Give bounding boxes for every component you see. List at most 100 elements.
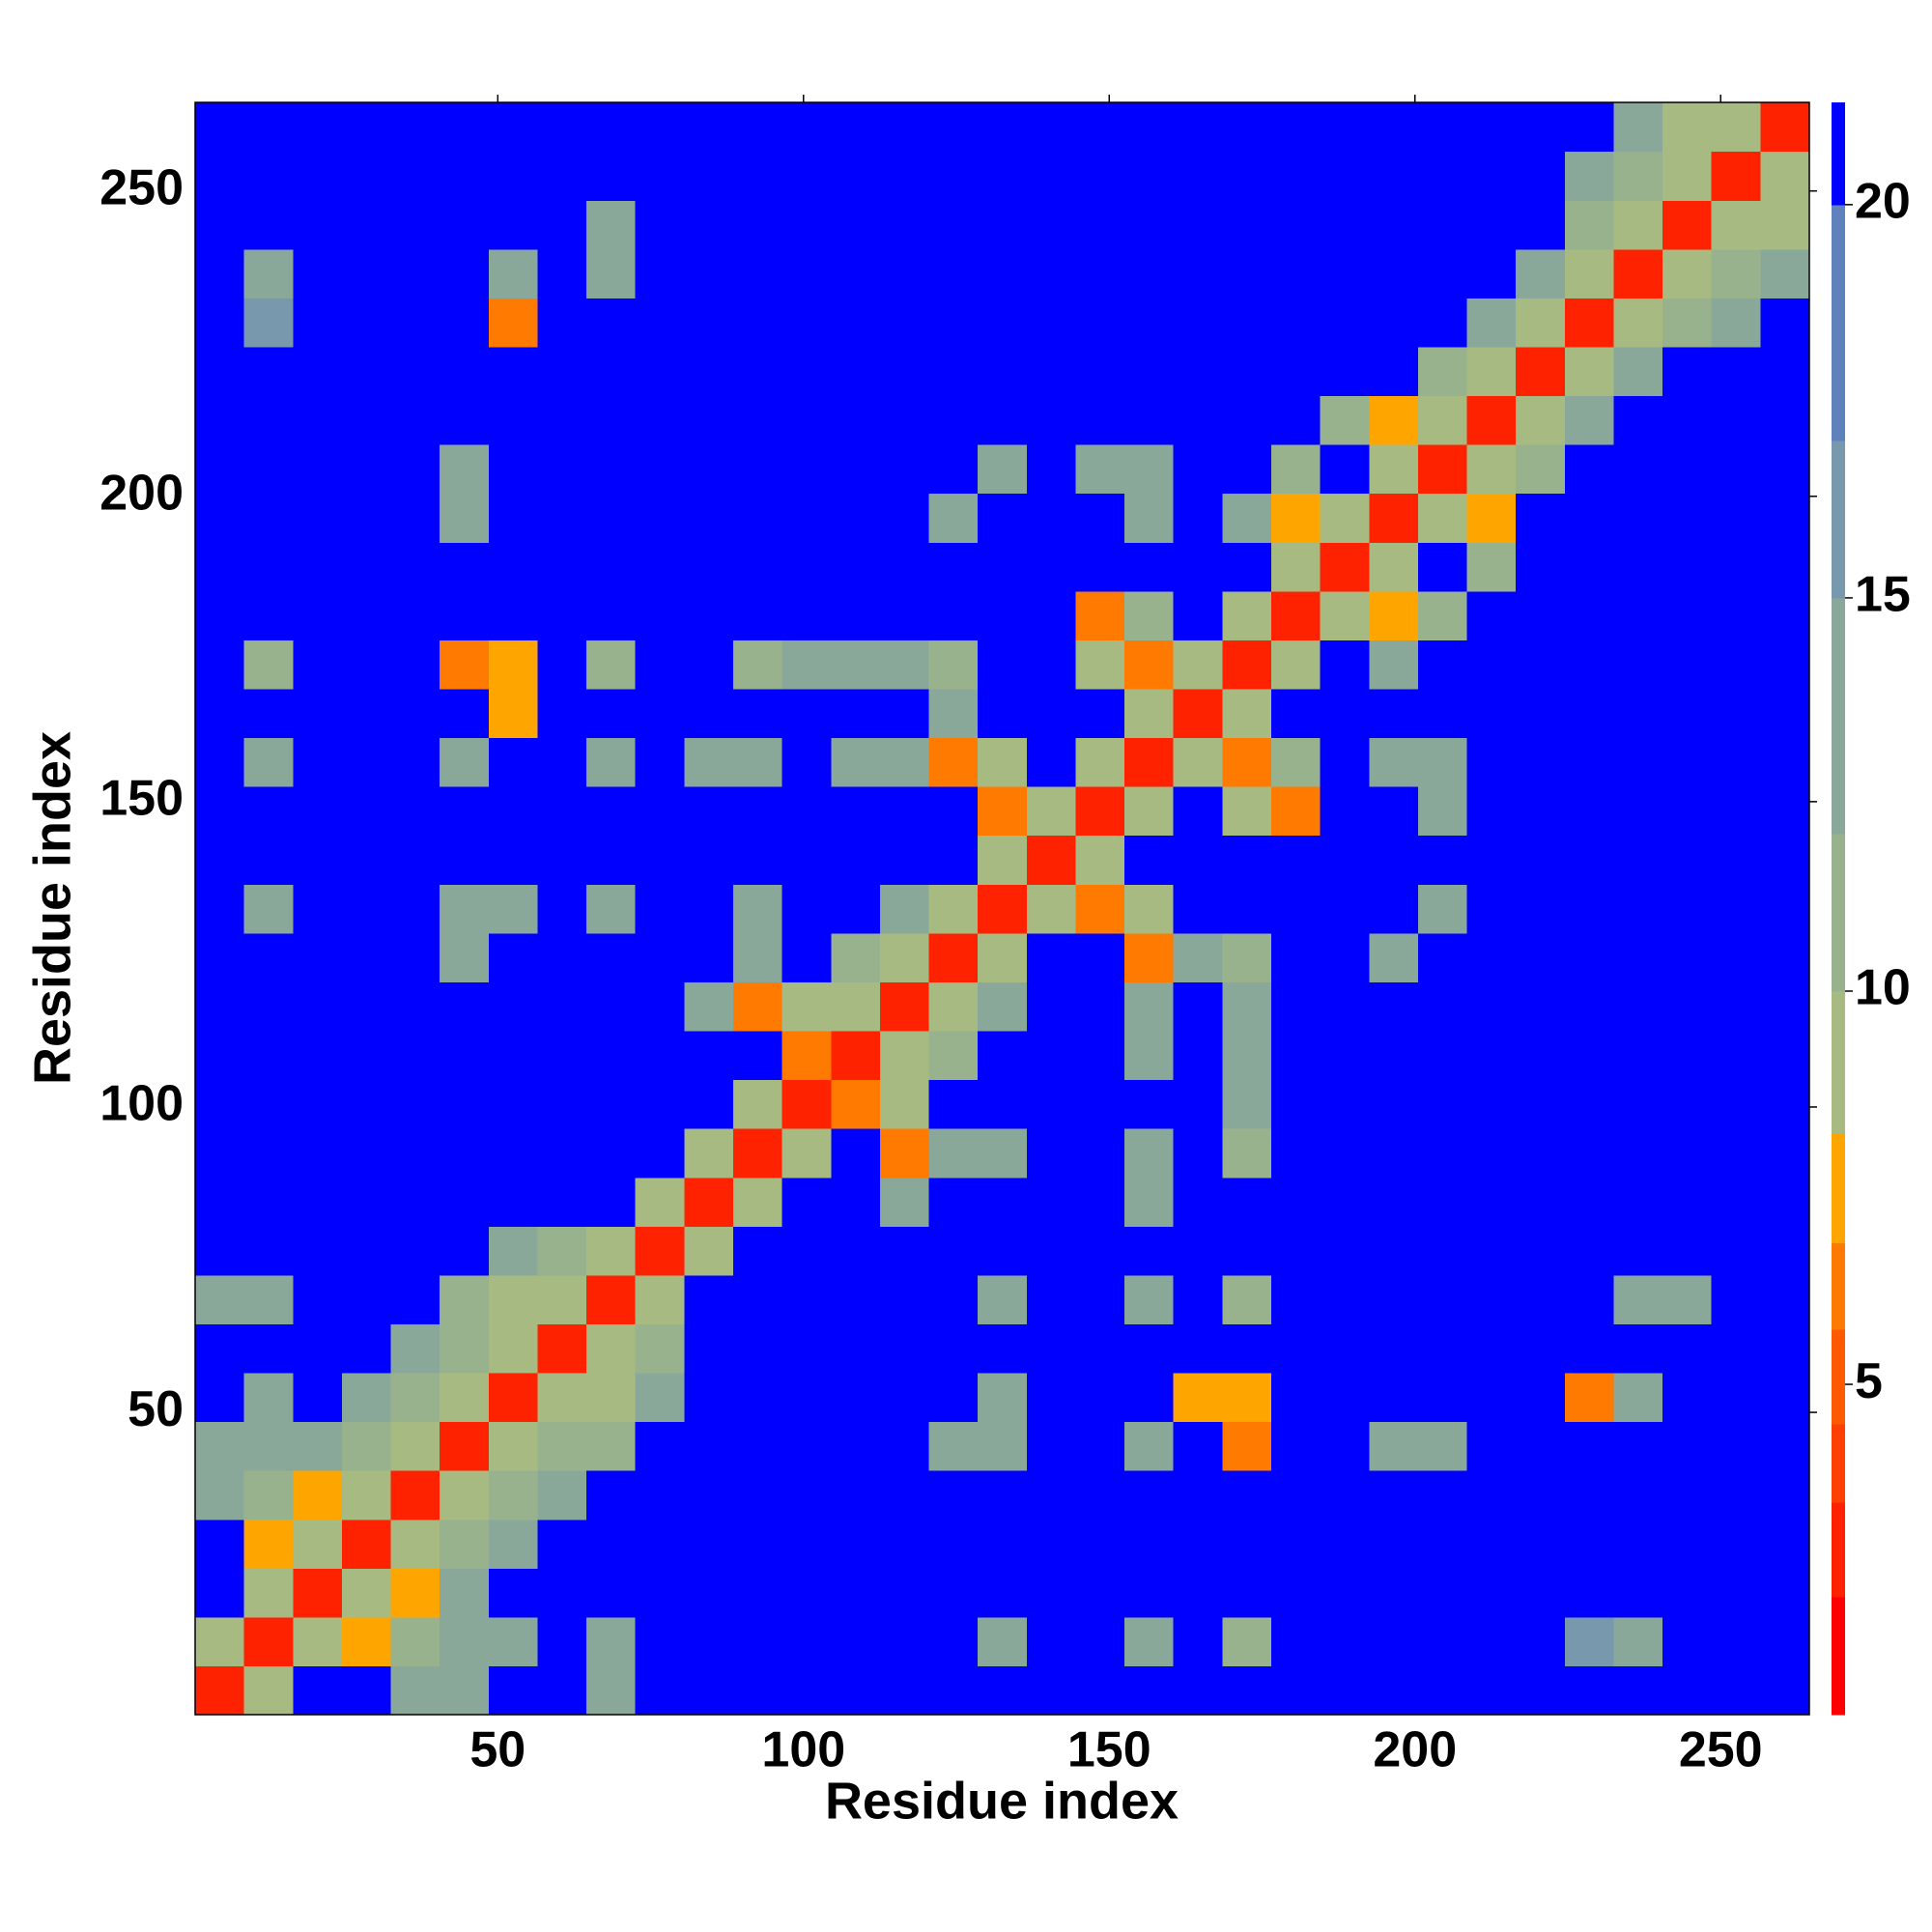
heatmap-cell xyxy=(293,1128,343,1179)
heatmap-cell xyxy=(1222,1568,1272,1618)
heatmap-cell xyxy=(243,884,294,934)
heatmap-cell xyxy=(1662,1665,1713,1716)
heatmap-cell xyxy=(1711,786,1761,837)
heatmap-cell xyxy=(1369,1665,1419,1716)
heatmap-cell xyxy=(440,395,490,445)
heatmap-cell xyxy=(684,835,734,885)
heatmap-cell xyxy=(1417,1177,1468,1227)
heatmap-cell xyxy=(1222,200,1272,250)
colorbar-segment xyxy=(1832,1242,1845,1330)
heatmap-cell xyxy=(978,1519,1028,1569)
heatmap-cell xyxy=(537,884,587,934)
heatmap-cell xyxy=(537,298,587,348)
heatmap-cell xyxy=(1271,1470,1321,1520)
heatmap-cell xyxy=(1564,1616,1615,1667)
heatmap-cell xyxy=(1711,200,1761,250)
heatmap-cell xyxy=(1417,1274,1468,1324)
heatmap-cell xyxy=(781,639,832,690)
heatmap-cell xyxy=(781,1079,832,1129)
heatmap-cell xyxy=(488,981,539,1032)
heatmap-cell xyxy=(781,346,832,397)
heatmap-cell xyxy=(781,298,832,348)
heatmap-cell xyxy=(831,1568,881,1618)
heatmap-cell xyxy=(978,1665,1028,1716)
heatmap-cell xyxy=(684,1177,734,1227)
heatmap-cell xyxy=(733,1519,783,1569)
heatmap-cell xyxy=(537,1128,587,1179)
heatmap-cell xyxy=(635,1226,685,1276)
heatmap-cell xyxy=(293,1177,343,1227)
heatmap-cell xyxy=(1075,395,1125,445)
heatmap-cell xyxy=(1173,884,1223,934)
heatmap-cell xyxy=(1466,151,1517,201)
y-tick-label: 100 xyxy=(99,1076,184,1132)
heatmap-cell xyxy=(831,1470,881,1520)
heatmap-cell xyxy=(1466,1519,1517,1569)
heatmap-cell xyxy=(1173,639,1223,690)
heatmap-cell xyxy=(879,542,930,592)
heatmap-cell xyxy=(879,981,930,1032)
heatmap-cell xyxy=(1613,102,1663,153)
heatmap-cell xyxy=(488,1030,539,1081)
heatmap-cell xyxy=(928,493,979,543)
heatmap-cell xyxy=(488,737,539,787)
heatmap-cell xyxy=(733,1470,783,1520)
heatmap-cell xyxy=(1760,1421,1810,1471)
heatmap-cell xyxy=(293,444,343,495)
heatmap-cell xyxy=(978,1274,1028,1324)
heatmap-cell xyxy=(1613,835,1663,885)
heatmap-cell xyxy=(1173,102,1223,153)
heatmap-cell xyxy=(831,1274,881,1324)
heatmap-cell xyxy=(1760,248,1810,298)
heatmap-cell xyxy=(781,1372,832,1423)
heatmap-cell xyxy=(1613,1616,1663,1667)
heatmap-cell xyxy=(293,639,343,690)
heatmap-cell xyxy=(1466,1323,1517,1374)
heatmap-cell xyxy=(1222,248,1272,298)
colorbar-segment xyxy=(1832,1132,1845,1244)
heatmap-cell xyxy=(1271,1274,1321,1324)
heatmap-cell xyxy=(831,1128,881,1179)
colorbar-tick-label: 5 xyxy=(1855,1353,1883,1409)
heatmap-cell xyxy=(831,444,881,495)
heatmap-cell xyxy=(1026,1030,1077,1081)
heatmap-cell xyxy=(1662,1323,1713,1374)
heatmap-cell xyxy=(341,1079,392,1129)
heatmap-cell xyxy=(1662,444,1713,495)
heatmap-cell xyxy=(1173,932,1223,982)
heatmap-cell xyxy=(1613,884,1663,934)
heatmap-cell xyxy=(978,835,1028,885)
heatmap-cell xyxy=(879,248,930,298)
heatmap-cell xyxy=(928,1616,979,1667)
heatmap-cell xyxy=(684,1470,734,1520)
heatmap-cell xyxy=(293,542,343,592)
heatmap-cell xyxy=(1124,1470,1175,1520)
heatmap-cell xyxy=(1466,1470,1517,1520)
heatmap-cell xyxy=(781,981,832,1032)
heatmap-cell xyxy=(1075,786,1125,837)
heatmap-cell xyxy=(293,1274,343,1324)
heatmap-cell xyxy=(928,298,979,348)
heatmap-cell xyxy=(1760,200,1810,250)
heatmap-cell xyxy=(1075,1568,1125,1618)
heatmap-cell xyxy=(1516,932,1566,982)
heatmap-cell xyxy=(195,444,245,495)
heatmap-cell xyxy=(1271,1665,1321,1716)
heatmap-cell xyxy=(1564,1177,1615,1227)
heatmap-cell xyxy=(1417,102,1468,153)
heatmap-cell xyxy=(1369,298,1419,348)
heatmap-cell xyxy=(1760,395,1810,445)
heatmap-cell xyxy=(635,1616,685,1667)
heatmap-cell xyxy=(1369,688,1419,739)
x-tick-label: 150 xyxy=(1067,1722,1151,1778)
heatmap-cell xyxy=(1516,981,1566,1032)
heatmap-cell xyxy=(1369,200,1419,250)
heatmap-cell xyxy=(684,1274,734,1324)
heatmap-cell xyxy=(635,737,685,787)
heatmap-cell xyxy=(537,493,587,543)
heatmap-cell xyxy=(243,1274,294,1324)
heatmap-cell xyxy=(195,1226,245,1276)
heatmap-cell xyxy=(1662,298,1713,348)
heatmap-cell xyxy=(341,1030,392,1081)
